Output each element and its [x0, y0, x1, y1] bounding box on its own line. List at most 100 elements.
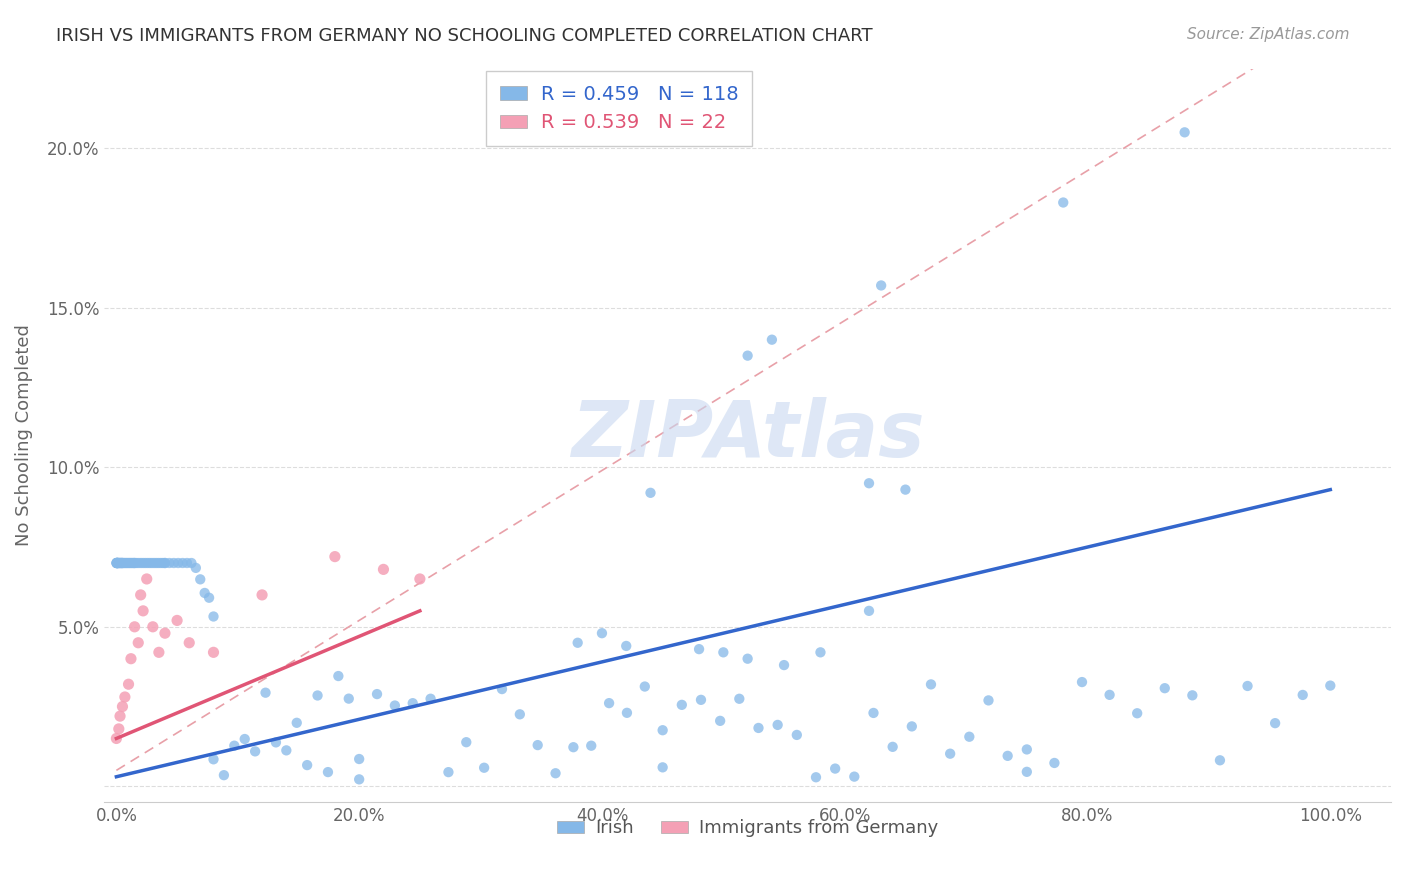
Point	[124, 620, 146, 634]
Point	[810, 645, 832, 659]
Point	[107, 556, 129, 570]
Point	[141, 556, 163, 570]
Point	[250, 588, 273, 602]
Point	[384, 698, 406, 713]
Point	[132, 556, 155, 570]
Point	[114, 690, 136, 704]
Point	[1153, 681, 1175, 696]
Point	[107, 556, 129, 570]
Point	[152, 556, 174, 570]
Point	[134, 556, 156, 570]
Point	[337, 691, 360, 706]
Point	[233, 731, 256, 746]
Point	[202, 645, 225, 659]
Point	[882, 739, 904, 754]
Point	[690, 693, 713, 707]
Point	[124, 556, 146, 570]
Point	[1126, 706, 1149, 721]
Point	[316, 765, 339, 780]
Point	[1015, 764, 1038, 779]
Point	[254, 686, 277, 700]
Point	[1098, 688, 1121, 702]
Point	[347, 752, 370, 766]
Point	[761, 333, 783, 347]
Point	[737, 651, 759, 665]
Point	[1236, 679, 1258, 693]
Point	[120, 556, 142, 570]
Point	[157, 556, 180, 570]
Text: ZIPAtlas: ZIPAtlas	[571, 398, 924, 474]
Point	[105, 556, 128, 570]
Point	[491, 682, 513, 697]
Point	[243, 744, 266, 758]
Point	[307, 689, 329, 703]
Point	[295, 758, 318, 772]
Point	[347, 772, 370, 787]
Point	[148, 645, 170, 659]
Point	[105, 556, 128, 570]
Point	[402, 696, 425, 710]
Text: Source: ZipAtlas.com: Source: ZipAtlas.com	[1187, 27, 1350, 42]
Point	[634, 680, 657, 694]
Point	[957, 730, 980, 744]
Point	[202, 609, 225, 624]
Point	[711, 645, 734, 659]
Point	[118, 556, 141, 570]
Point	[997, 748, 1019, 763]
Point	[1015, 742, 1038, 756]
Point	[651, 760, 673, 774]
Point	[149, 556, 172, 570]
Point	[111, 699, 134, 714]
Point	[567, 636, 589, 650]
Point	[526, 738, 548, 752]
Point	[509, 707, 531, 722]
Point	[285, 715, 308, 730]
Point	[264, 735, 287, 749]
Point	[111, 556, 134, 570]
Point	[108, 556, 131, 570]
Point	[709, 714, 731, 728]
Point	[122, 556, 145, 570]
Point	[125, 556, 148, 570]
Point	[166, 614, 188, 628]
Point	[598, 696, 620, 710]
Point	[105, 556, 128, 570]
Point	[117, 677, 139, 691]
Point	[111, 556, 134, 570]
Point	[105, 556, 128, 570]
Point	[366, 687, 388, 701]
Point	[224, 739, 246, 753]
Point	[616, 706, 638, 720]
Y-axis label: No Schooling Completed: No Schooling Completed	[15, 325, 32, 546]
Point	[121, 556, 143, 570]
Point	[901, 719, 924, 733]
Point	[117, 556, 139, 570]
Point	[198, 591, 221, 605]
Point	[202, 752, 225, 766]
Point	[671, 698, 693, 712]
Point	[323, 549, 346, 564]
Point	[145, 556, 167, 570]
Point	[1209, 753, 1232, 767]
Point	[1181, 689, 1204, 703]
Point	[105, 556, 128, 570]
Point	[105, 556, 128, 570]
Point	[110, 556, 132, 570]
Point	[153, 556, 176, 570]
Point	[581, 739, 603, 753]
Text: IRISH VS IMMIGRANTS FROM GERMANY NO SCHOOLING COMPLETED CORRELATION CHART: IRISH VS IMMIGRANTS FROM GERMANY NO SCHO…	[56, 27, 873, 45]
Point	[135, 572, 157, 586]
Point	[120, 651, 142, 665]
Point	[1292, 688, 1315, 702]
Point	[544, 766, 567, 780]
Point	[456, 735, 478, 749]
Point	[179, 636, 201, 650]
Point	[747, 721, 769, 735]
Point	[120, 556, 142, 570]
Point	[1319, 679, 1341, 693]
Point	[737, 349, 759, 363]
Point	[107, 556, 129, 570]
Point	[188, 572, 211, 586]
Point	[127, 636, 149, 650]
Point	[894, 483, 917, 497]
